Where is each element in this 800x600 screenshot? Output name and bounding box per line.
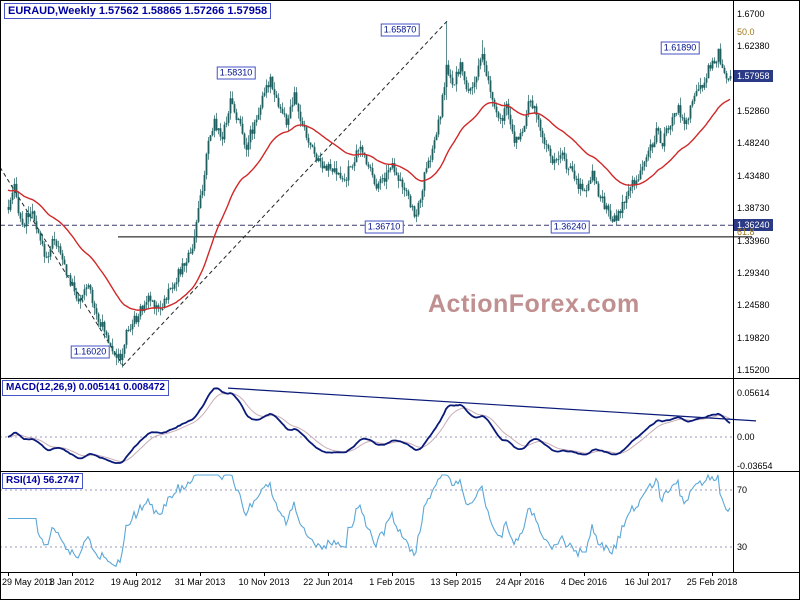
rsi-axis-label: 70: [737, 485, 748, 495]
macd-signal-line: [7, 392, 731, 463]
fib-label-50.0: 50.0: [737, 26, 755, 37]
macd-axis-label: 0.05614: [737, 388, 770, 399]
price-axis-label: 1.24580: [737, 300, 770, 311]
price-annotation: 1.65870: [380, 23, 420, 37]
x-axis-label: 24 Apr 2016: [495, 577, 545, 587]
rsi-title: RSI(14) 56.2747: [2, 473, 84, 489]
rsi-axis-label: 30: [737, 542, 748, 552]
x-axis-label: 25 Feb 2018: [686, 577, 738, 587]
fib-label-61.8: 61.8: [737, 226, 755, 237]
price-axis-label: 1.6700: [737, 9, 765, 19]
price-axis-label: 1.15200: [737, 364, 770, 375]
price-axis-label: 1.48240: [737, 137, 770, 148]
x-axis-label: 29 May 2011: [2, 577, 54, 587]
x-axis-label: 1 Feb 2015: [369, 577, 415, 587]
rsi-line: [8, 473, 731, 568]
macd-title: MACD(12,26,9) 0.005141 0.008472: [2, 380, 169, 396]
x-axis-label: 31 Mar 2013: [174, 577, 226, 587]
price-axis-label: 1.43480: [737, 170, 770, 181]
price-axis-label: 1.38730: [737, 203, 770, 214]
x-axis-label: 19 Aug 2012: [110, 577, 162, 587]
x-axis-label: 4 Dec 2016: [560, 577, 608, 587]
x-axis-label: 13 Sep 2015: [430, 577, 482, 587]
x-axis-label: 10 Nov 2013: [238, 577, 290, 587]
x-axis-label: 8 Jan 2012: [49, 577, 95, 587]
price-annotation: 1.36240: [550, 220, 590, 234]
price-axis-tag: 1.57958: [734, 70, 773, 83]
trendline-0: [0, 166, 124, 366]
candle-bodies: [7, 48, 732, 361]
x-axis-label: 16 Jul 2017: [624, 577, 672, 587]
trendline-1: [122, 20, 448, 367]
price-axis-label: 1.29340: [737, 267, 770, 278]
price-axis-label: 1.19820: [737, 333, 770, 344]
symbol-title: EURAUD,Weekly 1.57562 1.58865 1.57266 1.…: [4, 3, 272, 19]
macd-line: [7, 387, 731, 465]
macd-trendline: [227, 387, 757, 422]
price-axis-label: 1.52860: [737, 106, 770, 117]
price-axis-label: 1.62380: [737, 40, 770, 51]
watermark: ActionForex.com: [428, 290, 640, 318]
x-axis-label: 22 Jun 2014: [303, 577, 353, 587]
macd-axis-label: -0.03654: [737, 460, 773, 471]
price-axis-tag: 1.36240: [734, 219, 773, 232]
macd-axis-label: 0.00: [737, 432, 755, 442]
price-annotation: 1.16020: [70, 345, 110, 359]
price-axis-label: 1.33960: [737, 235, 770, 246]
price-annotation: 1.58310: [216, 66, 256, 80]
ma-line: [7, 98, 731, 311]
price-annotation: 1.36710: [364, 220, 404, 234]
price-annotation: 1.61890: [660, 41, 700, 55]
